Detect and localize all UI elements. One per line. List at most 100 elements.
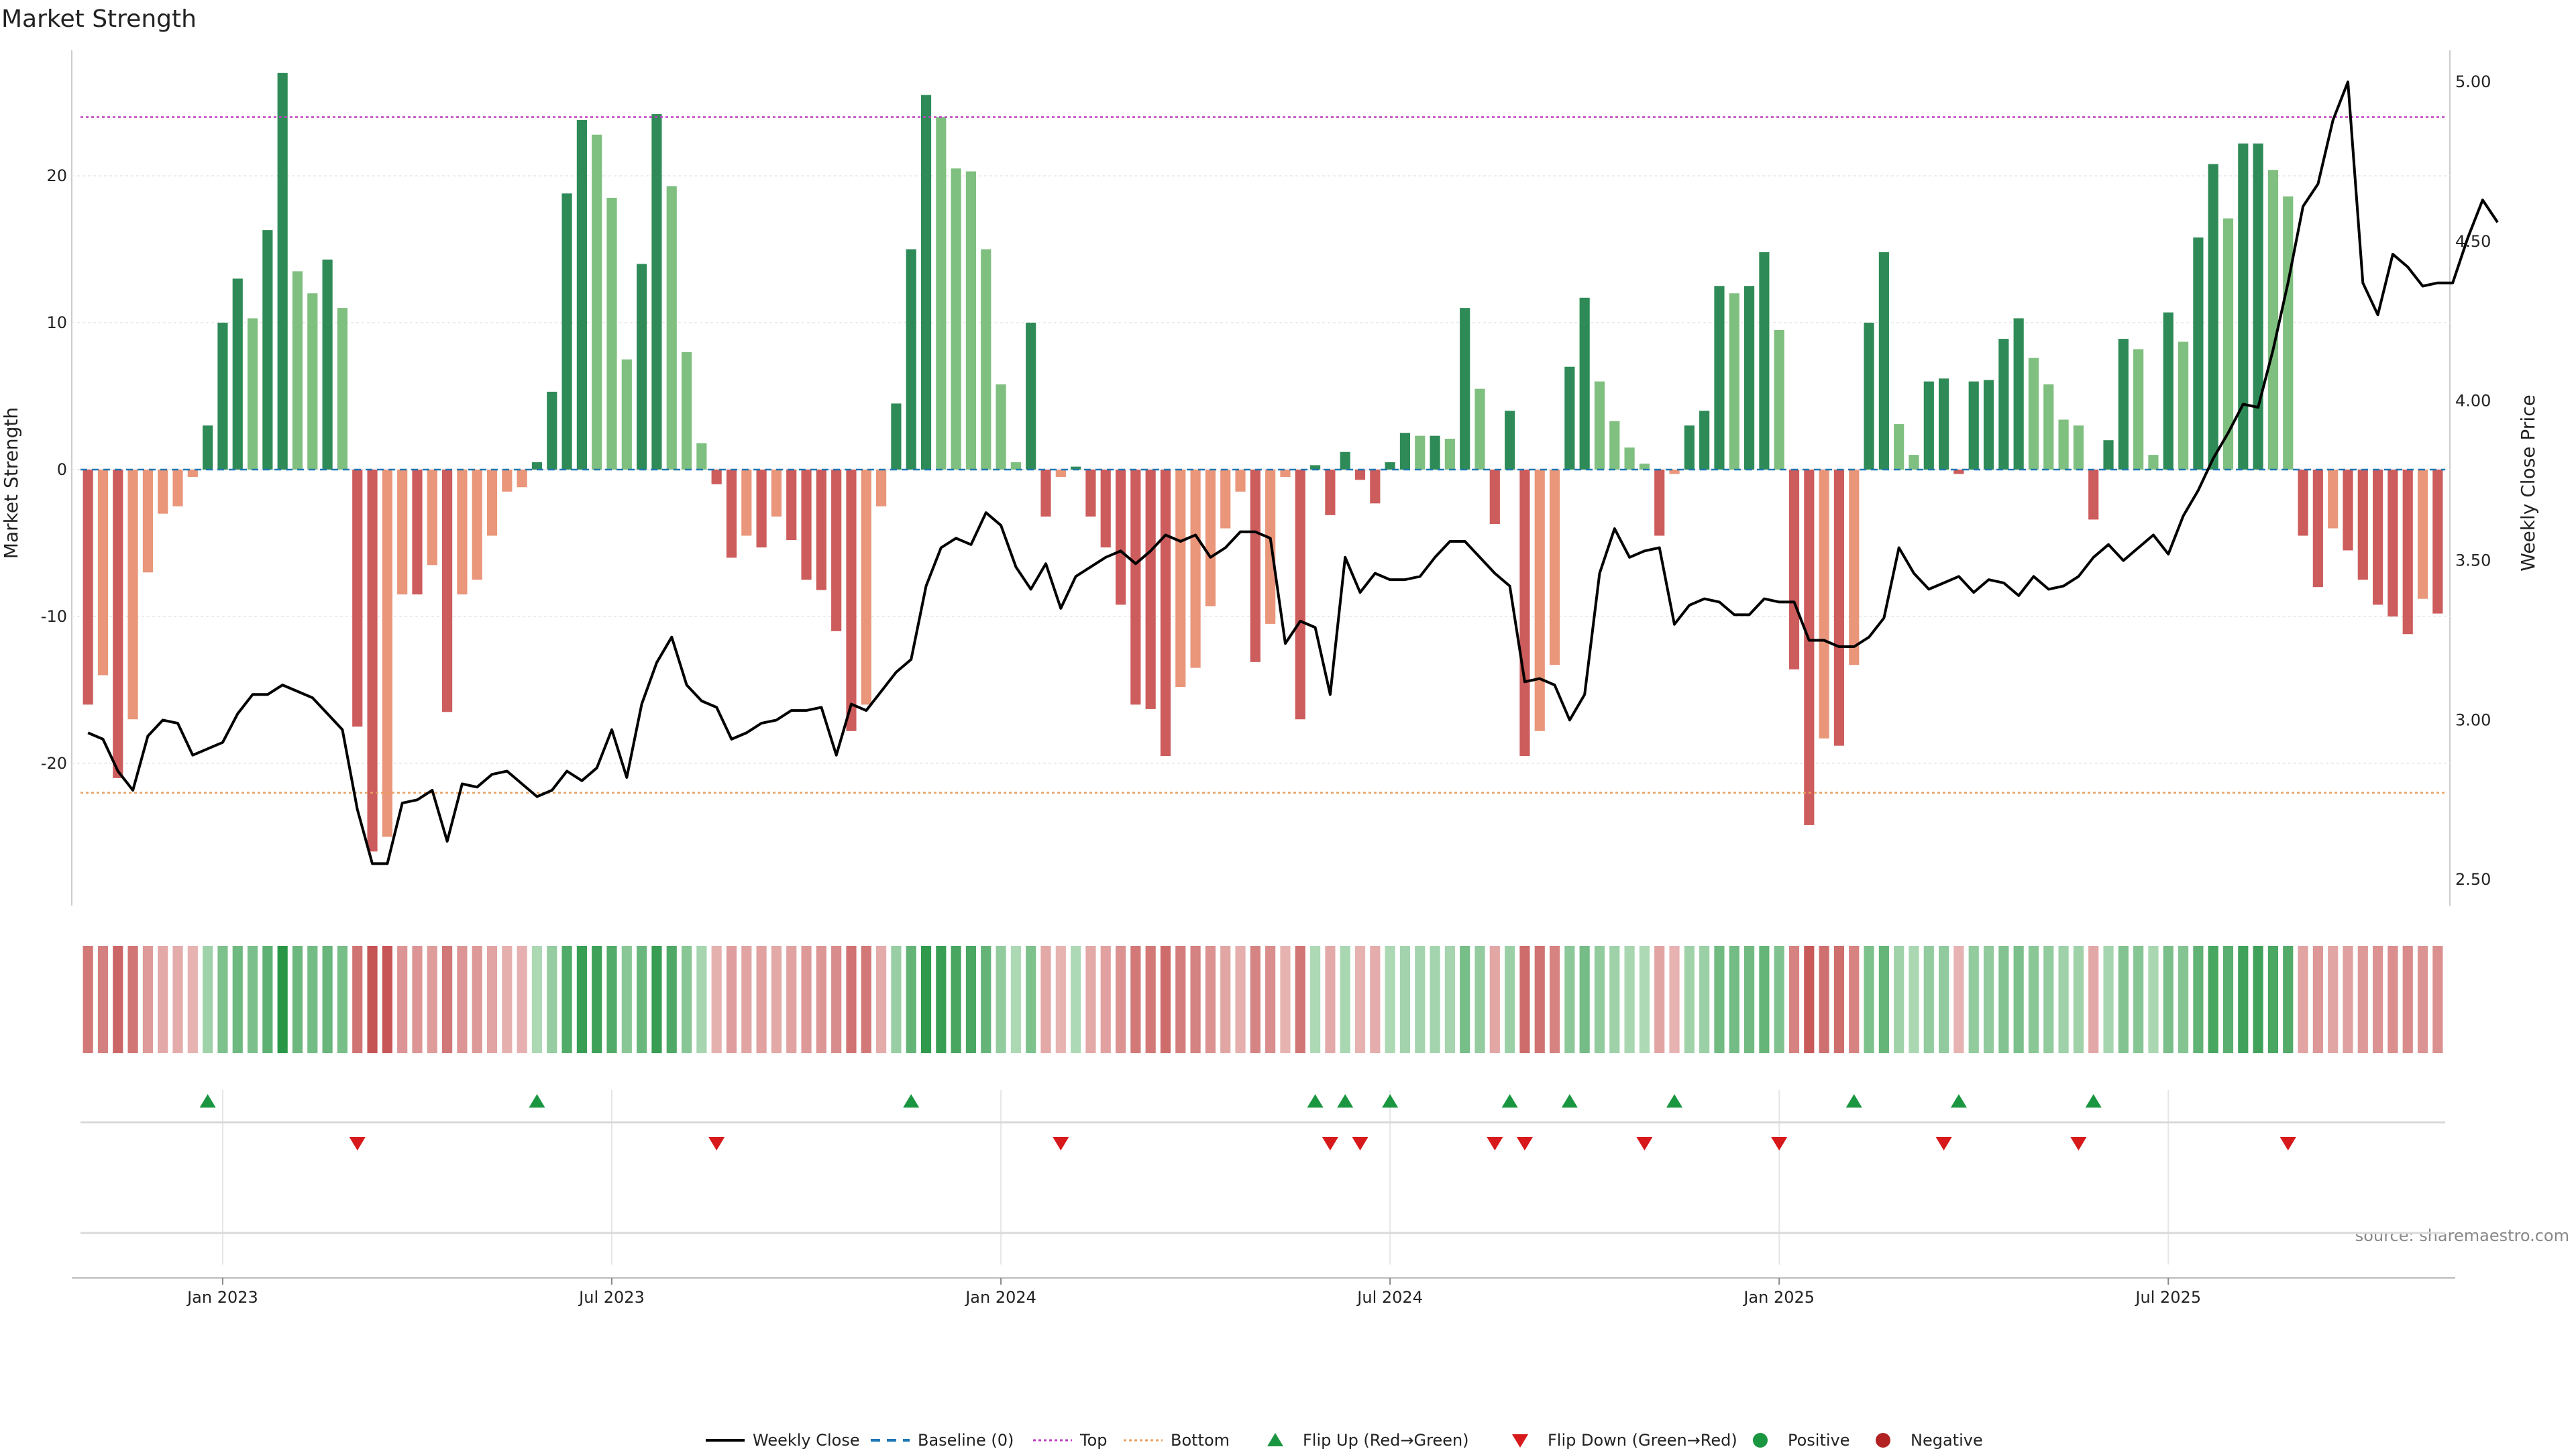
legend-swatch-positive <box>1753 1433 1768 1448</box>
strength-bar <box>2432 470 2443 614</box>
heat-cell <box>292 946 303 1053</box>
source-note: source: sharemaestro.com <box>2355 1226 2569 1245</box>
strength-bar <box>2118 339 2129 470</box>
strength-bar <box>1684 425 1695 470</box>
x-tick-label: Jul 2023 <box>578 1288 645 1307</box>
heat-cell <box>247 946 258 1053</box>
strength-bar <box>382 470 392 837</box>
strength-bar <box>1220 470 1231 529</box>
heat-cell <box>981 946 991 1053</box>
strength-bar <box>472 470 482 580</box>
flip-down-marker <box>1352 1137 1368 1150</box>
heat-cell <box>1864 946 1874 1053</box>
flip-up-marker <box>903 1094 920 1108</box>
heat-cell <box>382 946 392 1053</box>
strength-bar <box>1759 252 1770 470</box>
heat-cell <box>561 946 572 1053</box>
heat-cell <box>172 946 183 1053</box>
strength-bar <box>965 171 977 470</box>
strength-bar <box>1939 378 1949 470</box>
strength-bar <box>711 470 722 484</box>
heat-cell <box>2417 946 2428 1053</box>
heat-cell <box>681 946 692 1053</box>
strength-bar <box>951 168 961 470</box>
legend-item: Negative <box>1876 1431 1983 1449</box>
heat-cell <box>2103 946 2114 1053</box>
strength-bar <box>1190 470 1201 668</box>
strength-bar <box>2373 470 2383 605</box>
x-tick-label: Jul 2025 <box>2134 1288 2201 1307</box>
heat-cell <box>771 946 782 1053</box>
flip-up-marker <box>1950 1094 1967 1108</box>
heat-cell <box>1684 946 1695 1053</box>
strength-bar <box>1354 470 1366 480</box>
heat-cell <box>1983 946 1994 1053</box>
heat-cell <box>412 946 423 1053</box>
heat-cell <box>113 946 123 1053</box>
heat-cell <box>1833 946 1845 1053</box>
heat-cell <box>1430 946 1440 1053</box>
heat-cell <box>1205 946 1216 1053</box>
strength-bar <box>2163 312 2174 470</box>
heat-cell <box>1265 946 1276 1053</box>
strength-bar <box>771 470 782 517</box>
heat-cell <box>1579 946 1590 1053</box>
heat-cell <box>97 946 109 1053</box>
heat-cell <box>1026 946 1036 1053</box>
strength-bar <box>247 318 258 470</box>
strength-bar <box>277 72 288 470</box>
heat-cell <box>1878 946 1889 1053</box>
heat-cell <box>1399 946 1411 1053</box>
strength-bar <box>996 384 1006 470</box>
heat-cell <box>427 946 437 1053</box>
strength-bar <box>1519 470 1530 756</box>
strength-bar <box>876 470 887 506</box>
strength-bar <box>486 470 498 536</box>
heat-cell <box>651 946 662 1053</box>
heat-cell <box>920 946 932 1053</box>
heat-cell <box>666 946 677 1053</box>
strength-bar <box>337 308 348 470</box>
strength-bar <box>187 470 198 477</box>
heat-cell <box>1250 946 1260 1053</box>
strength-bar <box>1474 388 1485 470</box>
strength-bar <box>2058 419 2069 470</box>
legend-label: Bottom <box>1171 1431 1230 1449</box>
strength-bar <box>307 293 318 470</box>
strength-bar <box>696 443 707 470</box>
heat-cell <box>203 946 213 1053</box>
strength-bar <box>1115 470 1126 605</box>
strength-bar <box>1983 380 1994 470</box>
heat-cell <box>472 946 482 1053</box>
heat-cell <box>711 946 722 1053</box>
strength-bar <box>1295 470 1305 720</box>
heat-cell <box>367 946 378 1053</box>
heat-cell <box>936 946 947 1053</box>
strength-bar <box>531 462 543 470</box>
legend-swatch-flip-up <box>1267 1433 1283 1446</box>
strength-bar <box>1145 470 1156 709</box>
x-tick-label: Jan 2024 <box>964 1288 1036 1307</box>
strength-bar <box>1998 339 2009 470</box>
heat-cell <box>2253 946 2263 1053</box>
heat-cell <box>262 946 273 1053</box>
strength-bar <box>2357 470 2368 580</box>
heat-cell <box>2312 946 2323 1053</box>
heat-cell <box>1788 946 1800 1053</box>
strength-bar <box>1085 470 1096 517</box>
strength-bar <box>1415 435 1426 470</box>
strength-bar <box>1669 470 1680 474</box>
legend-item: Bottom <box>1124 1431 1230 1449</box>
heat-cell <box>397 946 408 1053</box>
heat-cell <box>1594 946 1605 1053</box>
strength-bar <box>846 470 857 731</box>
y-tick-label-right: 5.00 <box>2455 72 2491 91</box>
heat-cell <box>1953 946 1964 1053</box>
y-tick-label-right: 2.50 <box>2455 870 2491 889</box>
heat-cell <box>1130 946 1141 1053</box>
strength-bar <box>621 359 632 470</box>
heat-cell <box>1040 946 1051 1053</box>
strength-bar <box>891 403 902 470</box>
heat-cell <box>2283 946 2294 1053</box>
legend-label: Top <box>1079 1431 1108 1449</box>
